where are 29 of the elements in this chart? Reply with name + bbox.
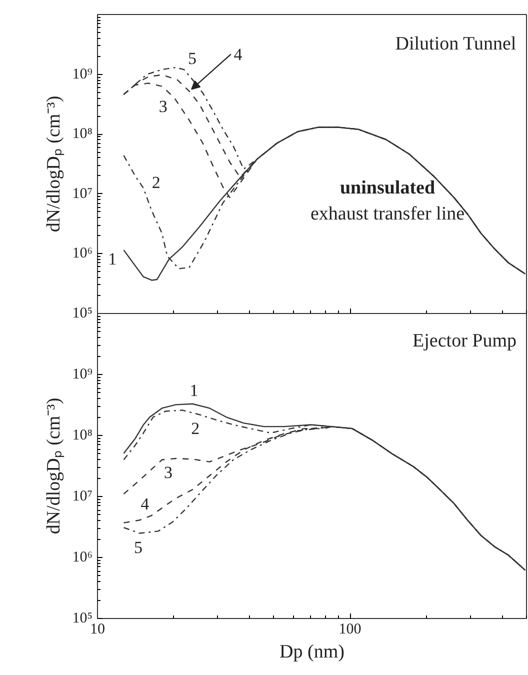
annotation: 3 xyxy=(158,97,168,116)
annotation: 2 xyxy=(152,173,160,192)
y-axis-title: dN/dlogDₚ (cm⁻³) xyxy=(43,398,64,534)
y-axis-title: dN/dlogDₚ (cm⁻³) xyxy=(43,96,64,232)
y-tick-label: 10⁸ xyxy=(72,126,93,142)
y-tick-label: 10⁶ xyxy=(72,550,93,566)
annotation: uninsulated xyxy=(340,178,436,198)
annotation: exhaust transfer line xyxy=(310,204,465,224)
y-tick-label: 10⁷ xyxy=(72,488,93,504)
annotation: 1 xyxy=(190,381,198,400)
y-tick-label: 10⁵ xyxy=(72,610,93,626)
annotation: 5 xyxy=(134,538,143,558)
annotation: 2 xyxy=(191,418,200,438)
y-tick-label: 10⁹ xyxy=(72,66,93,82)
y-tick-label: 10⁵ xyxy=(72,306,93,322)
annotation: 4 xyxy=(234,45,243,64)
annotation: 1 xyxy=(108,249,117,268)
x-axis-title: Dp (nm) xyxy=(280,642,344,662)
x-tick-label: 10 xyxy=(90,622,105,638)
text: Dilution Tunnel xyxy=(395,34,516,54)
y-tick-label: 10⁶ xyxy=(72,246,93,262)
y-tick-label: 10⁸ xyxy=(72,428,93,444)
annotation: 3 xyxy=(164,463,173,482)
annotation: 5 xyxy=(188,49,196,68)
y-tick-label: 10⁷ xyxy=(72,186,93,202)
x-tick-label: 100 xyxy=(338,622,362,638)
y-tick-label: 10⁹ xyxy=(72,366,93,382)
text: Ejector Pump xyxy=(412,330,516,352)
annotation: 4 xyxy=(140,494,150,514)
